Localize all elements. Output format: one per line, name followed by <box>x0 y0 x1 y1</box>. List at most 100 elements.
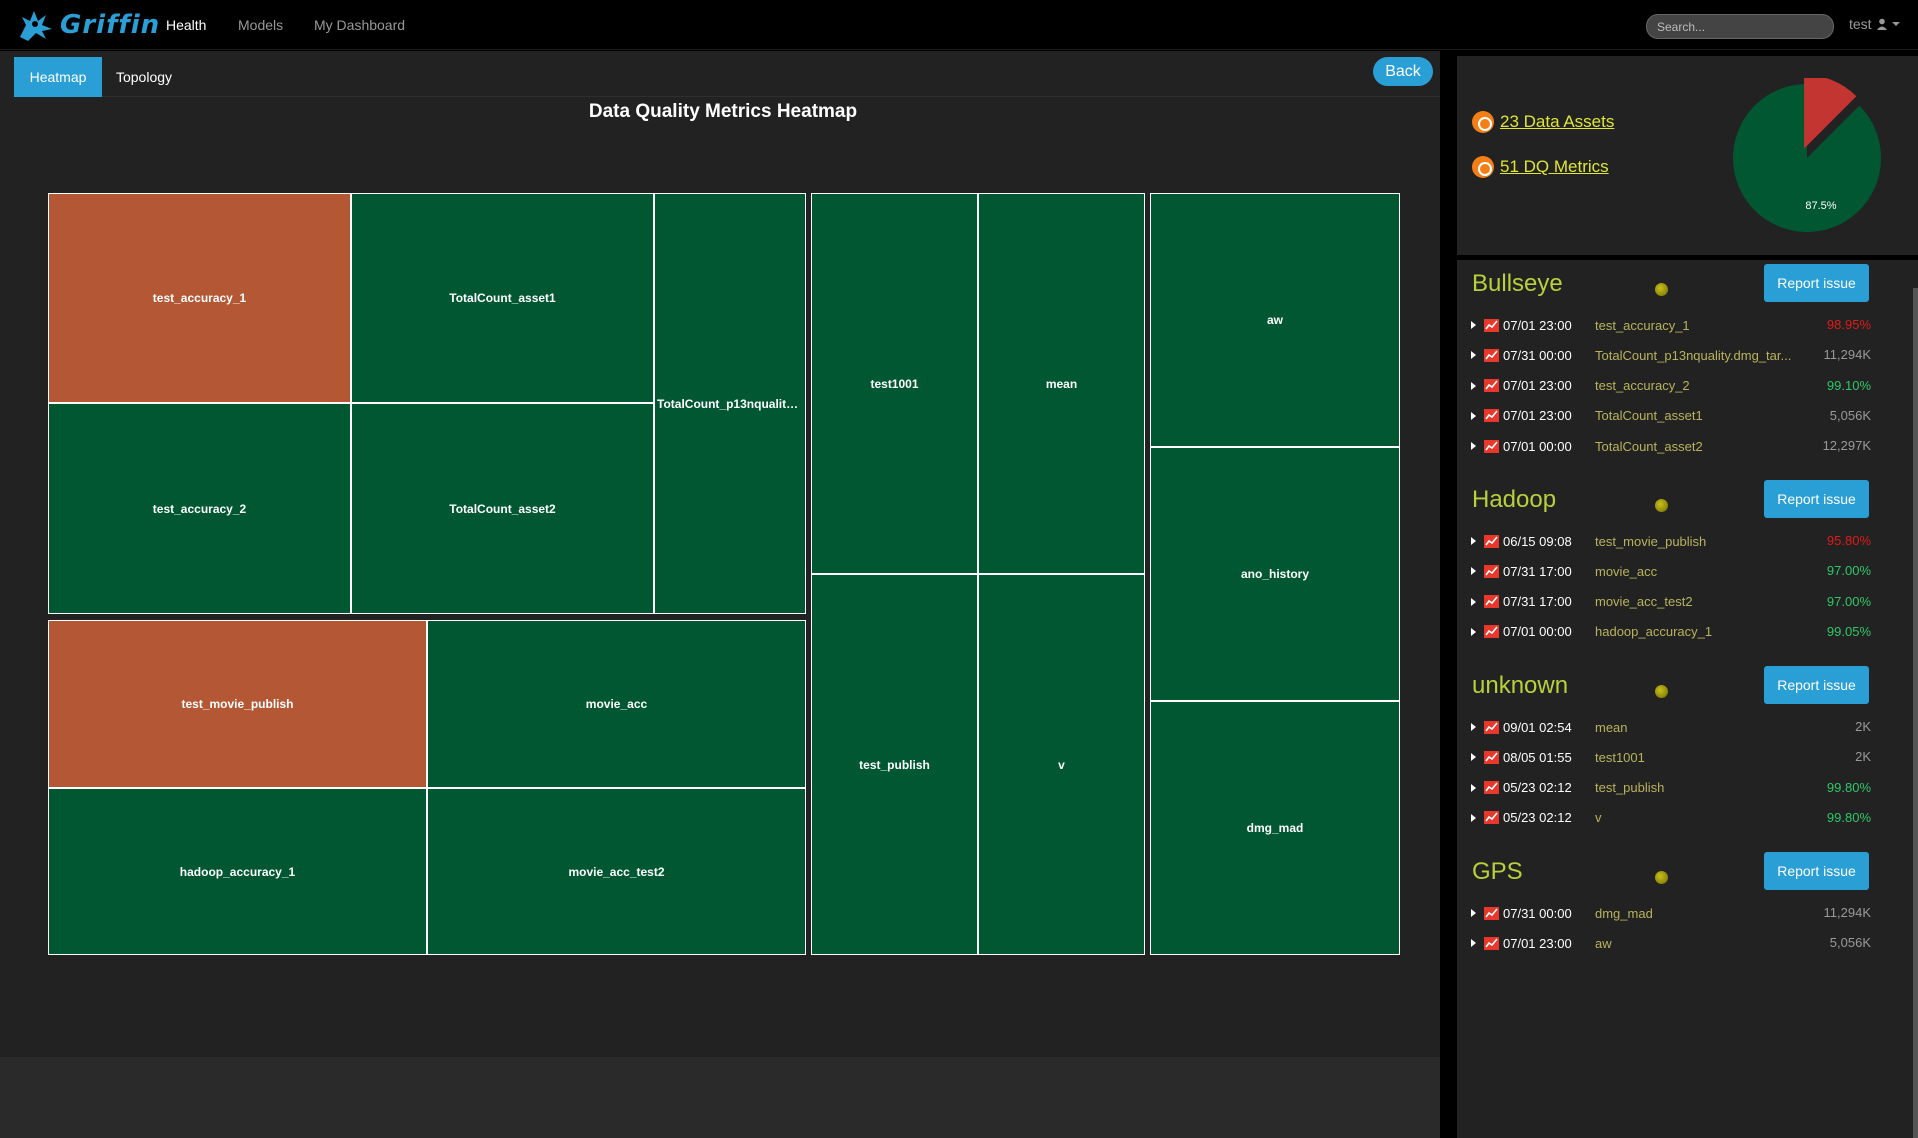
metric-row[interactable]: 07/01 23:00 test_accuracy_1 98.95% <box>1471 315 1871 335</box>
metric-row[interactable]: 07/01 00:00 hadoop_accuracy_1 99.05% <box>1471 622 1871 642</box>
heatmap-cell[interactable]: test_accuracy_1 <box>48 193 351 403</box>
metric-name[interactable]: TotalCount_asset1 <box>1595 408 1703 424</box>
metric-name[interactable]: test_accuracy_2 <box>1595 378 1690 394</box>
metric-row[interactable]: 05/23 02:12 v 99.80% <box>1471 808 1871 828</box>
caret-right-icon[interactable] <box>1471 567 1476 576</box>
caret-right-icon[interactable] <box>1471 783 1476 792</box>
heatmap-cell[interactable]: movie_acc <box>427 620 806 788</box>
side-panel: 23 Data Assets 51 DQ Metrics 87.5% Bulls… <box>1457 56 1918 1138</box>
caret-right-icon[interactable] <box>1471 813 1476 822</box>
caret-right-icon[interactable] <box>1471 909 1476 917</box>
metric-row[interactable]: 08/05 01:55 test1001 2K <box>1471 747 1871 767</box>
metric-value: 11,294K <box>1823 347 1871 363</box>
metric-name[interactable]: movie_acc_test2 <box>1595 594 1693 610</box>
line-chart-icon[interactable] <box>1484 564 1499 578</box>
report-issue-button[interactable]: Report issue <box>1764 666 1869 704</box>
line-chart-icon[interactable] <box>1484 625 1499 639</box>
metric-name[interactable]: test_movie_publish <box>1595 533 1707 549</box>
heatmap-cell[interactable]: ano_history <box>1150 447 1400 701</box>
caret-right-icon[interactable] <box>1471 381 1476 390</box>
caret-right-icon[interactable] <box>1471 442 1476 451</box>
metric-name[interactable]: test_publish <box>1595 780 1665 796</box>
line-chart-icon[interactable] <box>1484 750 1499 764</box>
heatmap-cell[interactable]: test_movie_publish <box>48 620 427 788</box>
line-chart-icon[interactable] <box>1484 409 1499 423</box>
tab-heatmap[interactable]: Heatmap <box>14 57 102 97</box>
line-chart-icon[interactable] <box>1484 906 1499 920</box>
dq-metrics-link[interactable]: 51 DQ Metrics <box>1472 156 1609 178</box>
metric-row[interactable]: 07/01 00:00 TotalCount_asset2 12,297K <box>1471 436 1871 456</box>
metric-row[interactable]: 07/31 00:00 TotalCount_p13nquality.dmg_ta… <box>1471 345 1871 365</box>
caret-right-icon[interactable] <box>1471 537 1476 545</box>
scrollbar[interactable] <box>1913 288 1918 1138</box>
heatmap-cell-label: hadoop_accuracy_1 <box>179 864 296 879</box>
metric-name[interactable]: dmg_mad <box>1595 905 1653 921</box>
report-issue-button[interactable]: Report issue <box>1764 852 1869 890</box>
metric-row[interactable]: 05/23 02:12 test_publish 99.80% <box>1471 778 1871 798</box>
caret-right-icon[interactable] <box>1471 411 1476 420</box>
metric-value: 5,056K <box>1829 407 1871 423</box>
metric-row[interactable]: 06/15 09:08 test_movie_publish 95.80% <box>1471 531 1871 551</box>
heatmap-cell-label: test_movie_publish <box>181 697 294 711</box>
metric-row[interactable]: 07/01 23:00 aw 5,056K <box>1471 933 1871 953</box>
report-issue-button[interactable]: Report issue <box>1764 480 1869 518</box>
heatmap-cell[interactable]: hadoop_accuracy_1 <box>48 788 427 955</box>
metric-date: 07/31 17:00 <box>1503 563 1572 579</box>
metric-name[interactable]: test_accuracy_1 <box>1595 317 1690 333</box>
line-chart-icon[interactable] <box>1484 379 1499 393</box>
caret-right-icon[interactable] <box>1471 723 1476 731</box>
line-chart-icon[interactable] <box>1484 720 1499 734</box>
nav-health[interactable]: Health <box>166 17 207 33</box>
caret-right-icon[interactable] <box>1471 351 1476 360</box>
caret-right-icon[interactable] <box>1471 597 1476 606</box>
metric-value: 95.80% <box>1826 533 1871 548</box>
line-chart-icon[interactable] <box>1484 936 1499 950</box>
metric-name[interactable]: mean <box>1595 719 1628 735</box>
heatmap-cell[interactable]: TotalCount_asset2 <box>351 403 654 614</box>
metric-name[interactable]: TotalCount_asset2 <box>1595 438 1703 454</box>
heatmap-cell[interactable]: mean <box>978 193 1145 574</box>
brand[interactable]: Griffin <box>16 7 160 43</box>
heatmap-cell[interactable]: aw <box>1150 193 1400 447</box>
metric-name[interactable]: movie_acc <box>1595 563 1658 579</box>
data-assets-link[interactable]: 23 Data Assets <box>1472 111 1614 133</box>
line-chart-icon[interactable] <box>1484 534 1499 548</box>
nav-my-dashboard[interactable]: My Dashboard <box>314 17 406 33</box>
metric-row[interactable]: 07/31 00:00 dmg_mad 11,294K <box>1471 903 1871 923</box>
heatmap-cell[interactable]: test_publish <box>811 574 978 955</box>
heatmap-cell[interactable]: test_accuracy_2 <box>48 403 351 614</box>
caret-right-icon[interactable] <box>1471 939 1476 948</box>
line-chart-icon[interactable] <box>1484 811 1499 825</box>
line-chart-icon[interactable] <box>1484 781 1499 795</box>
metric-name[interactable]: test1001 <box>1595 749 1645 765</box>
metric-row[interactable]: 07/01 23:00 TotalCount_asset1 5,056K <box>1471 406 1871 426</box>
caret-right-icon[interactable] <box>1471 753 1476 762</box>
nav-models[interactable]: Models <box>238 17 284 33</box>
report-issue-button[interactable]: Report issue <box>1764 264 1869 302</box>
line-chart-icon[interactable] <box>1484 348 1499 362</box>
metric-name[interactable]: TotalCount_p13nquality.dmg_tar... <box>1595 347 1792 363</box>
caret-right-icon[interactable] <box>1471 321 1476 329</box>
heatmap-cell[interactable]: dmg_mad <box>1150 701 1400 955</box>
back-button[interactable]: Back <box>1373 57 1433 86</box>
metric-name[interactable]: hadoop_accuracy_1 <box>1595 624 1713 640</box>
metric-name[interactable]: aw <box>1595 935 1612 951</box>
line-chart-icon[interactable] <box>1484 318 1499 332</box>
heatmap-cell[interactable]: movie_acc_test2 <box>427 788 806 955</box>
line-chart-icon[interactable] <box>1484 595 1499 609</box>
heatmap-cell[interactable]: TotalCount_p13nquality.dmg_tar... <box>654 193 806 614</box>
line-chart-icon[interactable] <box>1484 439 1499 453</box>
heatmap-cell[interactable]: test1001 <box>811 193 978 574</box>
status-dot-icon <box>1655 283 1668 296</box>
search-input[interactable] <box>1646 14 1834 39</box>
user-menu[interactable]: test <box>1849 16 1900 32</box>
metric-row[interactable]: 07/31 17:00 movie_acc_test2 97.00% <box>1471 592 1871 612</box>
heatmap-cell[interactable]: v <box>978 574 1145 955</box>
tab-topology[interactable]: Topology <box>115 69 173 85</box>
metric-name[interactable]: v <box>1595 810 1602 826</box>
metric-row[interactable]: 09/01 02:54 mean 2K <box>1471 717 1871 737</box>
heatmap-cell[interactable]: TotalCount_asset1 <box>351 193 654 403</box>
metric-row[interactable]: 07/31 17:00 movie_acc 97.00% <box>1471 561 1871 581</box>
metric-row[interactable]: 07/01 23:00 test_accuracy_2 99.10% <box>1471 376 1871 396</box>
caret-right-icon[interactable] <box>1471 627 1476 636</box>
